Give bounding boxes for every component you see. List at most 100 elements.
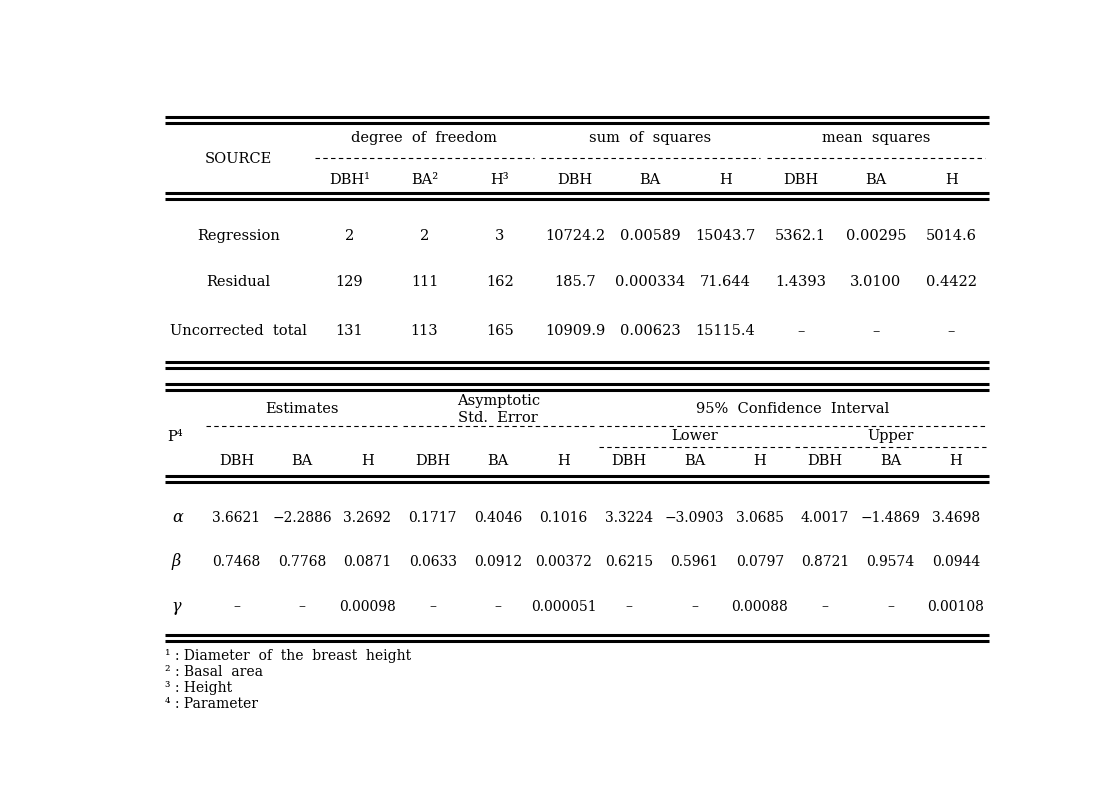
Text: –: – [298, 599, 305, 614]
Text: 185.7: 185.7 [554, 275, 595, 289]
Text: 3.4698: 3.4698 [932, 510, 981, 525]
Text: BA: BA [487, 455, 509, 468]
Text: –: – [797, 324, 805, 338]
Text: 15043.7: 15043.7 [696, 229, 756, 243]
Text: 0.8721: 0.8721 [801, 555, 849, 569]
Text: 0.4046: 0.4046 [474, 510, 522, 525]
Text: mean  squares: mean squares [821, 131, 930, 145]
Text: SOURCE: SOURCE [205, 152, 272, 166]
Text: 0.00623: 0.00623 [620, 324, 680, 338]
Text: degree  of  freedom: degree of freedom [352, 131, 498, 145]
Text: 0.00088: 0.00088 [731, 599, 788, 614]
Text: –: – [430, 599, 436, 614]
Text: 0.00295: 0.00295 [846, 229, 906, 243]
Text: 3.0685: 3.0685 [736, 510, 784, 525]
Text: –: – [691, 599, 698, 614]
Text: 0.7768: 0.7768 [278, 555, 326, 569]
Text: 71.644: 71.644 [700, 275, 751, 289]
Text: Residual: Residual [206, 275, 270, 289]
Text: −1.4869: −1.4869 [860, 510, 920, 525]
Text: ¹ : Diameter  of  the  breast  height: ¹ : Diameter of the breast height [165, 649, 411, 663]
Text: BA: BA [865, 173, 887, 187]
Text: 5362.1: 5362.1 [775, 229, 826, 243]
Text: Asymptotic
Std.  Error: Asymptotic Std. Error [456, 394, 540, 425]
Text: DBH¹: DBH¹ [328, 173, 370, 187]
Text: 0.7468: 0.7468 [213, 555, 260, 569]
Text: BA: BA [880, 455, 902, 468]
Text: 131: 131 [335, 324, 363, 338]
Text: H: H [558, 455, 570, 468]
Text: DBH: DBH [784, 173, 818, 187]
Text: –: – [873, 324, 879, 338]
Text: 0.000334: 0.000334 [615, 275, 686, 289]
Text: 3.6621: 3.6621 [213, 510, 260, 525]
Text: –: – [887, 599, 894, 614]
Text: DBH: DBH [611, 455, 647, 468]
Text: 0.00589: 0.00589 [620, 229, 680, 243]
Text: H: H [945, 173, 957, 187]
Text: 165: 165 [486, 324, 513, 338]
Text: 0.9574: 0.9574 [867, 555, 915, 569]
Text: DBH: DBH [558, 173, 592, 187]
Text: H³: H³ [491, 173, 509, 187]
Text: −3.0903: −3.0903 [664, 510, 725, 525]
Text: H: H [949, 455, 963, 468]
Text: DBH: DBH [808, 455, 843, 468]
Text: 0.00098: 0.00098 [339, 599, 396, 614]
Text: 0.1016: 0.1016 [540, 510, 588, 525]
Text: BA: BA [683, 455, 705, 468]
Text: 15115.4: 15115.4 [696, 324, 756, 338]
Text: Upper: Upper [867, 429, 914, 444]
Text: DBH: DBH [415, 455, 451, 468]
Text: –: – [494, 599, 502, 614]
Text: 3.0100: 3.0100 [850, 275, 902, 289]
Text: 0.0912: 0.0912 [474, 555, 522, 569]
Text: –: – [626, 599, 632, 614]
Text: 0.0797: 0.0797 [736, 555, 784, 569]
Text: BA: BA [640, 173, 661, 187]
Text: 0.0871: 0.0871 [343, 555, 392, 569]
Text: Lower: Lower [671, 429, 718, 444]
Text: H: H [361, 455, 374, 468]
Text: ³ : Height: ³ : Height [165, 681, 233, 695]
Text: –: – [947, 324, 955, 338]
Text: 0.1717: 0.1717 [408, 510, 457, 525]
Text: 5014.6: 5014.6 [926, 229, 976, 243]
Text: Regression: Regression [197, 229, 279, 243]
Text: 95%  Confidence  Interval: 95% Confidence Interval [696, 402, 889, 417]
Text: 0.00372: 0.00372 [535, 555, 592, 569]
Text: −2.2886: −2.2886 [272, 510, 332, 525]
Text: ² : Basal  area: ² : Basal area [165, 665, 263, 679]
Text: 1.4393: 1.4393 [775, 275, 826, 289]
Text: 129: 129 [335, 275, 363, 289]
Text: 0.6215: 0.6215 [605, 555, 653, 569]
Text: Uncorrected  total: Uncorrected total [170, 324, 307, 338]
Text: 3: 3 [495, 229, 504, 243]
Text: γ: γ [171, 598, 181, 615]
Text: 113: 113 [411, 324, 439, 338]
Text: 4.0017: 4.0017 [801, 510, 849, 525]
Text: 2: 2 [420, 229, 430, 243]
Text: P⁴: P⁴ [168, 430, 184, 444]
Text: 2: 2 [345, 229, 354, 243]
Text: –: – [233, 599, 240, 614]
Text: 0.4422: 0.4422 [926, 275, 976, 289]
Text: α: α [171, 510, 183, 526]
Text: H: H [719, 173, 732, 187]
Text: 10724.2: 10724.2 [545, 229, 605, 243]
Text: 162: 162 [486, 275, 513, 289]
Text: sum  of  squares: sum of squares [589, 131, 711, 145]
Text: DBH: DBH [219, 455, 254, 468]
Text: Estimates: Estimates [265, 402, 338, 417]
Text: BA²: BA² [411, 173, 439, 187]
Text: BA: BA [292, 455, 313, 468]
Text: –: – [821, 599, 829, 614]
Text: H: H [754, 455, 766, 468]
Text: 10909.9: 10909.9 [545, 324, 605, 338]
Text: 3.2692: 3.2692 [343, 510, 392, 525]
Text: 0.00108: 0.00108 [927, 599, 985, 614]
Text: 0.0633: 0.0633 [408, 555, 456, 569]
Text: 0.0944: 0.0944 [932, 555, 981, 569]
Text: β: β [171, 553, 181, 570]
Text: 0.5961: 0.5961 [670, 555, 719, 569]
